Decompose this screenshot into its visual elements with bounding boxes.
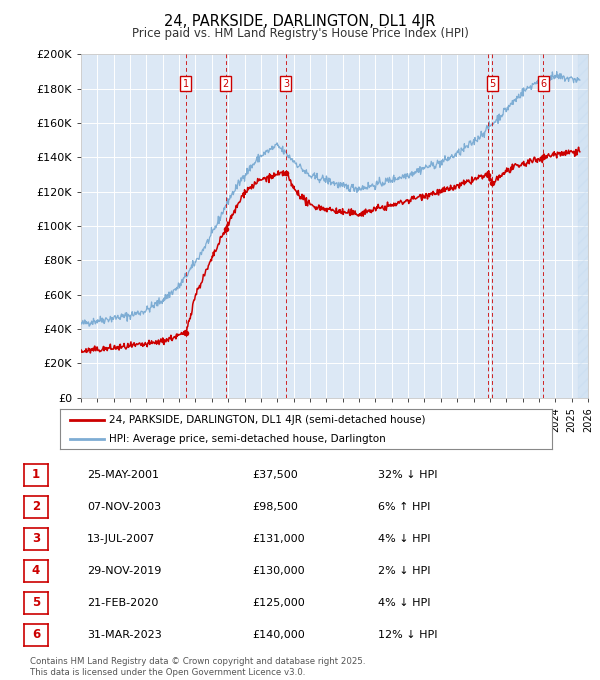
Text: 32% ↓ HPI: 32% ↓ HPI [378,470,437,480]
Text: £125,000: £125,000 [252,598,305,608]
Text: 13-JUL-2007: 13-JUL-2007 [87,534,155,544]
Text: 5: 5 [489,79,495,88]
Text: 2: 2 [32,500,40,513]
Text: 25-MAY-2001: 25-MAY-2001 [87,470,159,480]
Text: 3: 3 [283,79,289,88]
Text: 1: 1 [182,79,189,88]
Text: 07-NOV-2003: 07-NOV-2003 [87,502,161,512]
Text: 4: 4 [32,564,40,577]
Text: 2: 2 [223,79,229,88]
Text: 1: 1 [32,469,40,481]
Text: 6: 6 [540,79,546,88]
Text: £130,000: £130,000 [252,566,305,576]
Text: 6% ↑ HPI: 6% ↑ HPI [378,502,430,512]
Text: 29-NOV-2019: 29-NOV-2019 [87,566,161,576]
Text: £140,000: £140,000 [252,630,305,640]
Text: £37,500: £37,500 [252,470,298,480]
Text: 31-MAR-2023: 31-MAR-2023 [87,630,162,640]
Text: HPI: Average price, semi-detached house, Darlington: HPI: Average price, semi-detached house,… [109,434,386,444]
Text: 4% ↓ HPI: 4% ↓ HPI [378,534,431,544]
Text: 3: 3 [32,532,40,545]
Text: £131,000: £131,000 [252,534,305,544]
Text: £98,500: £98,500 [252,502,298,512]
Text: 21-FEB-2020: 21-FEB-2020 [87,598,158,608]
Text: 2% ↓ HPI: 2% ↓ HPI [378,566,431,576]
Text: 24, PARKSIDE, DARLINGTON, DL1 4JR: 24, PARKSIDE, DARLINGTON, DL1 4JR [164,14,436,29]
Text: 6: 6 [32,628,40,641]
Text: 24, PARKSIDE, DARLINGTON, DL1 4JR (semi-detached house): 24, PARKSIDE, DARLINGTON, DL1 4JR (semi-… [109,415,426,426]
Text: Contains HM Land Registry data © Crown copyright and database right 2025.
This d: Contains HM Land Registry data © Crown c… [30,657,365,677]
Bar [578,54,588,398]
Text: Price paid vs. HM Land Registry's House Price Index (HPI): Price paid vs. HM Land Registry's House … [131,27,469,40]
Text: 12% ↓ HPI: 12% ↓ HPI [378,630,437,640]
Text: 4% ↓ HPI: 4% ↓ HPI [378,598,431,608]
Text: 5: 5 [32,596,40,609]
